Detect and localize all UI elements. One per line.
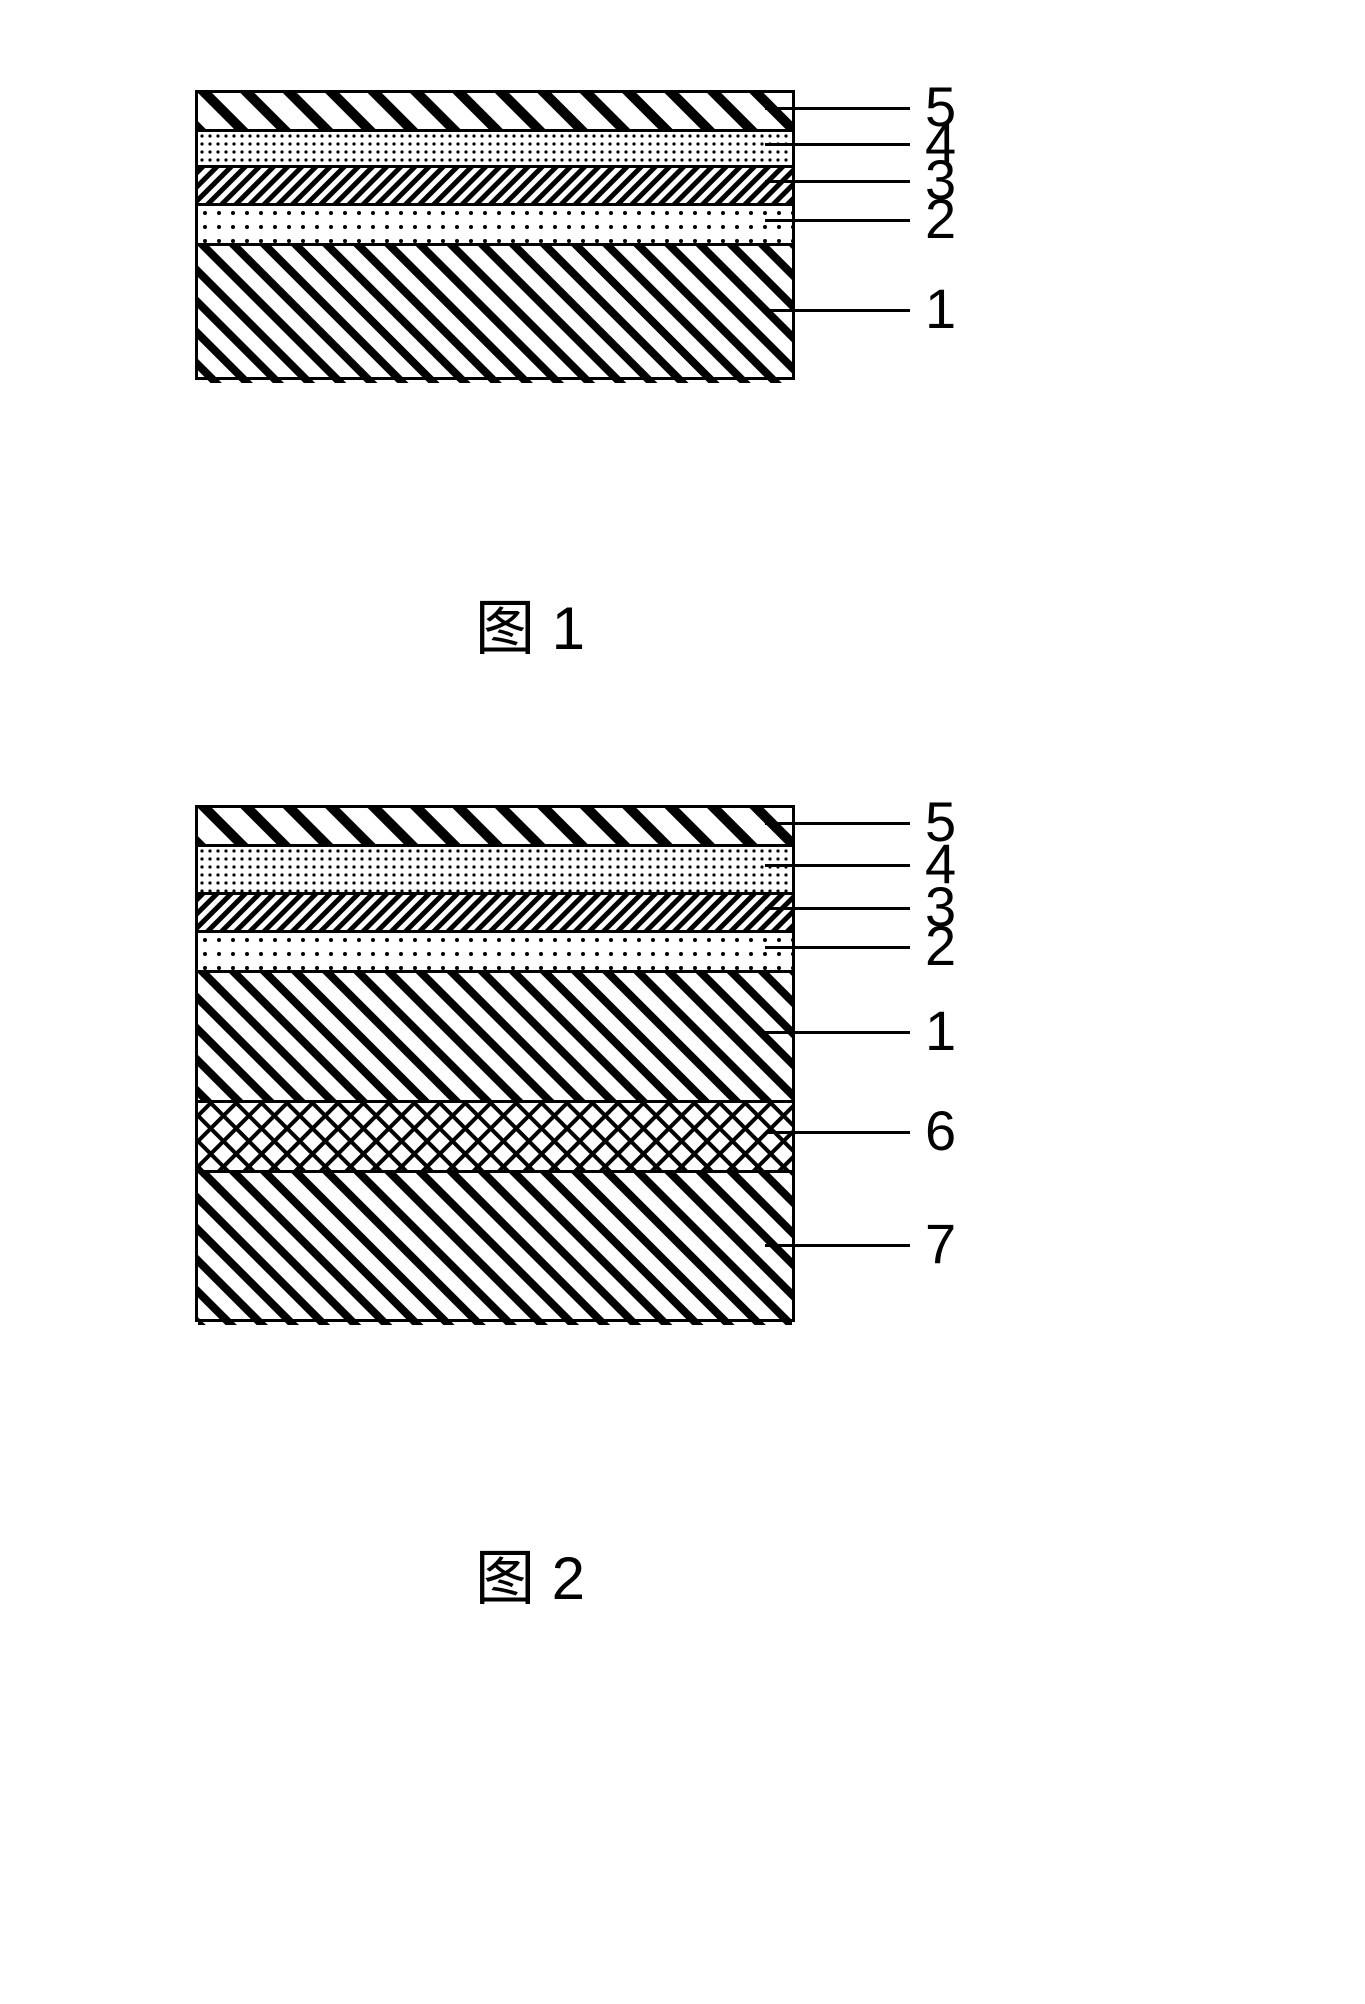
fig1-label-5: 5 bbox=[925, 74, 956, 139]
fig2-leader-3 bbox=[765, 907, 910, 910]
fig2-leader-7 bbox=[765, 1244, 910, 1247]
fig2-label-7: 7 bbox=[925, 1211, 956, 1276]
fig1-caption: 图 1 bbox=[430, 580, 630, 667]
fig1-layer-1 bbox=[198, 243, 792, 383]
fig2-layer-6 bbox=[198, 1100, 792, 1170]
fig2-label-6: 6 bbox=[925, 1098, 956, 1163]
fig2-label-5: 5 bbox=[925, 789, 956, 854]
fig1-layer-stack bbox=[195, 90, 795, 380]
fig1-label-1: 1 bbox=[925, 276, 956, 341]
fig2-layer-4 bbox=[198, 844, 792, 892]
fig2-leader-4 bbox=[765, 864, 910, 867]
fig1-leader-4 bbox=[765, 143, 910, 146]
fig2-caption: 图 2 bbox=[430, 1530, 630, 1617]
fig2-layer-stack bbox=[195, 805, 795, 1322]
fig2-layer-2 bbox=[198, 930, 792, 970]
fig1-layer-2 bbox=[198, 203, 792, 243]
fig2-layer-7 bbox=[198, 1170, 792, 1325]
fig2-leader-1 bbox=[765, 1031, 910, 1034]
fig1-leader-1 bbox=[765, 309, 910, 312]
fig1-layer-5 bbox=[198, 93, 792, 129]
fig2-leader-5 bbox=[765, 822, 910, 825]
fig1-leader-2 bbox=[765, 219, 910, 222]
fig2-layer-1 bbox=[198, 970, 792, 1100]
fig2-leader-6 bbox=[765, 1131, 910, 1134]
fig1-leader-3 bbox=[765, 180, 910, 183]
fig1-layer-4 bbox=[198, 129, 792, 165]
fig2-leader-2 bbox=[765, 946, 910, 949]
fig1-leader-5 bbox=[765, 107, 910, 110]
fig1-layer-3 bbox=[198, 165, 792, 203]
fig2-label-1: 1 bbox=[925, 998, 956, 1063]
fig2-layer-5 bbox=[198, 808, 792, 844]
fig2-layer-3 bbox=[198, 892, 792, 930]
